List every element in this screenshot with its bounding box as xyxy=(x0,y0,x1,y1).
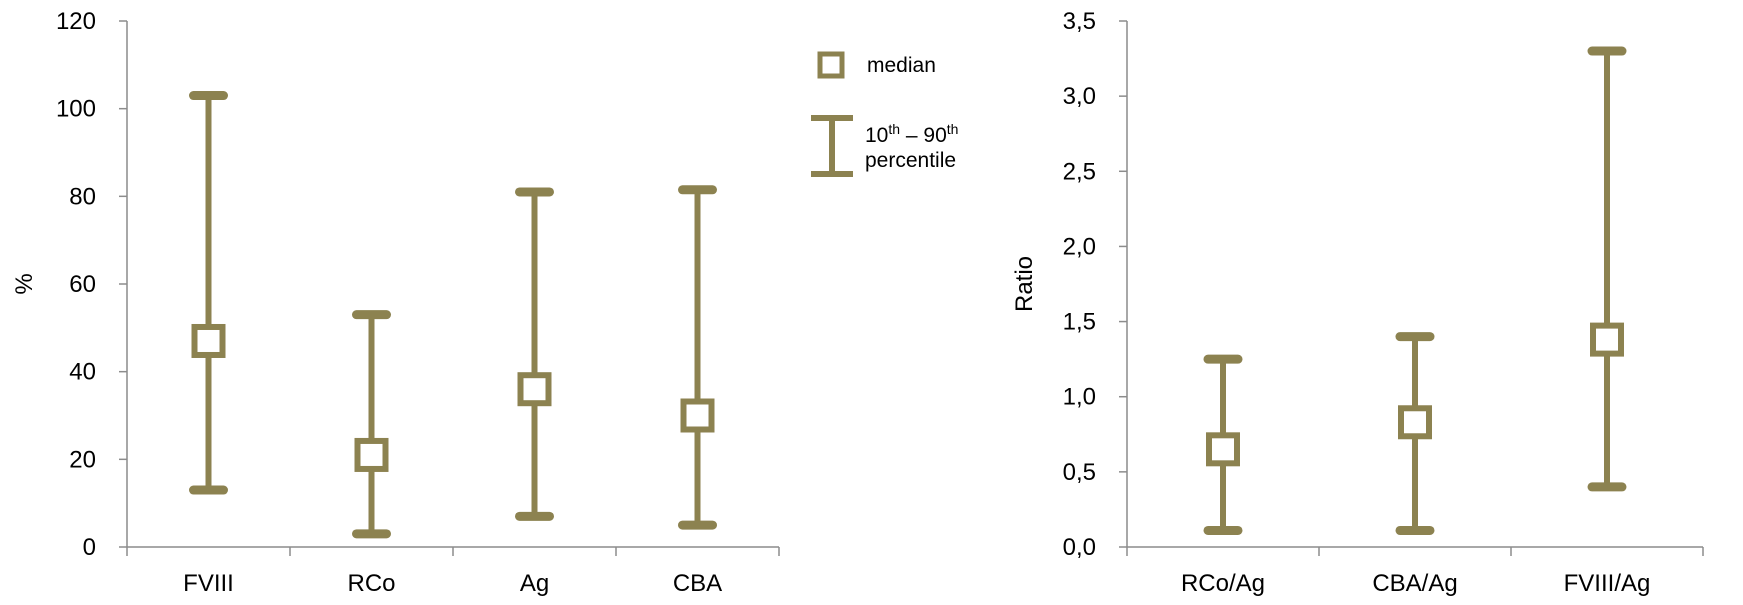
chart-right-ratio: 0,0 0,5 1,0 1,5 2,0 2,5 3,0 3,5 Ratio RCo/Ag CBA/A… xyxy=(1011,8,1704,597)
right-x-tick-label: RCo/Ag xyxy=(1181,570,1265,597)
right-y-axis-title: Ratio xyxy=(1011,256,1038,312)
legend-percentile-label: 10th – 90th xyxy=(865,121,958,147)
right-x-tick-label: CBA/Ag xyxy=(1372,570,1457,597)
left-x-tick-label: CBA xyxy=(673,570,722,597)
left-median-marker xyxy=(354,437,389,472)
left-median-marker xyxy=(517,372,552,407)
right-y-tick-label: 3,0 xyxy=(1063,83,1096,110)
left-y-tick-label: 0 xyxy=(83,534,96,561)
right-median-marker xyxy=(1206,432,1240,467)
left-y-axis-title: % xyxy=(11,273,38,294)
right-x-tick-label: FVIII/Ag xyxy=(1564,570,1651,597)
right-y-tick-label: 2,5 xyxy=(1063,158,1096,185)
left-x-tick-label: FVIII xyxy=(183,570,234,597)
right-median-marker xyxy=(1590,322,1624,357)
right-y-tick-label: 0,0 xyxy=(1063,534,1096,561)
legend-median-label: median xyxy=(867,54,936,77)
right-y-tick-label: 2,0 xyxy=(1063,233,1096,260)
right-y-tick-label: 0,5 xyxy=(1063,459,1096,486)
left-y-tick-label: 100 xyxy=(56,96,96,123)
legend-percentile-marker xyxy=(811,115,853,177)
left-y-tick-label: 80 xyxy=(69,183,96,210)
left-median-marker xyxy=(680,398,715,433)
left-x-tick-label: RCo xyxy=(347,570,395,597)
right-y-tick-label: 1,0 xyxy=(1063,384,1096,411)
chart-legend: median 10th – 90th percentile xyxy=(811,51,958,177)
left-y-tick-label: 60 xyxy=(69,271,96,298)
left-x-tick-label: Ag xyxy=(520,570,549,597)
right-median-marker xyxy=(1398,405,1432,440)
left-median-marker xyxy=(191,323,226,358)
legend-median-marker xyxy=(817,51,845,79)
left-y-tick-label: 40 xyxy=(69,359,96,386)
left-y-tick-label: 20 xyxy=(69,446,96,473)
right-y-tick-label: 1,5 xyxy=(1063,309,1096,336)
right-y-tick-label: 3,5 xyxy=(1063,8,1096,35)
chart-left-percent: 0 20 40 60 80 100 120% FVIII RCo Ag CBA xyxy=(11,8,780,597)
left-y-tick-label: 120 xyxy=(56,8,96,35)
legend-percentile-label-line2: percentile xyxy=(865,149,956,172)
